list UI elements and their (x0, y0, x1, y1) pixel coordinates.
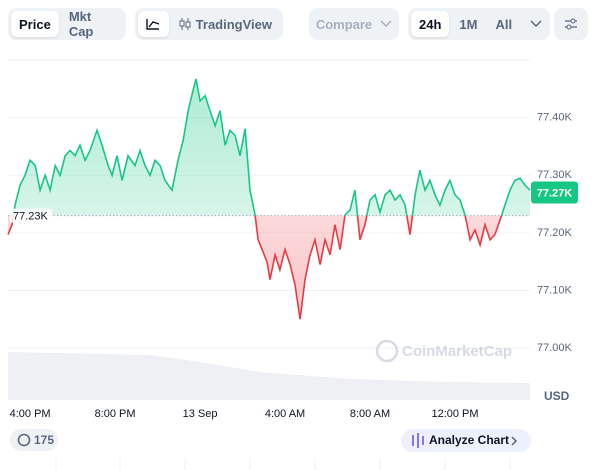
x-tick-label: 13 Sep (183, 408, 218, 420)
analyze-button[interactable] (401, 429, 531, 452)
compare-dropdown[interactable]: Compare (309, 8, 399, 40)
range-toggle: 24h 1M All (408, 8, 550, 40)
tradingview-label: TradingView (195, 16, 272, 32)
price-tab[interactable]: Price (11, 11, 59, 37)
watermark: CoinMarketCap (375, 339, 512, 363)
x-tick-label: 8:00 AM (350, 408, 390, 420)
y-tick-label: 77.10K (537, 284, 573, 296)
badge-count: 175 (34, 433, 54, 447)
range-all[interactable]: All (495, 16, 513, 32)
watermark-text: CoinMarketCap (402, 343, 512, 360)
mkt-cap-tab[interactable]: Mkt Cap (68, 9, 94, 39)
bottom-dividers (55, 458, 511, 470)
y-tick-label: 77.20K (537, 227, 573, 239)
y-tick-label: 77.40K (537, 112, 573, 124)
history-icon (17, 433, 31, 447)
tradingview-button[interactable]: TradingView (171, 11, 280, 37)
current-price-tag (531, 181, 578, 204)
y-unit: USD (544, 389, 570, 403)
compare-label: Compare (315, 16, 373, 32)
compare-chevron (380, 20, 392, 28)
analyze-label[interactable]: Analyze Chart (429, 433, 509, 447)
range-chevron (530, 20, 542, 28)
current-price-label: 77.27K (537, 187, 573, 199)
settings-button[interactable] (554, 8, 588, 40)
settings-icon (565, 18, 577, 30)
x-tick-label: 8:00 PM (95, 408, 136, 420)
y-tick-label: 77.30K (537, 169, 573, 181)
candle-icon (179, 18, 191, 30)
line-icon (146, 19, 160, 30)
chevron (511, 436, 518, 446)
range-24h[interactable]: 24h (411, 11, 450, 37)
baseline-label: 77.23K (13, 210, 49, 222)
analyze-icon (412, 433, 424, 448)
volume-area (8, 352, 530, 400)
x-tick-label: 12:00 PM (431, 408, 478, 420)
area-up (8, 79, 530, 216)
baseline-label-bg (10, 208, 52, 223)
x-tick-label: 4:00 AM (265, 408, 305, 420)
chart-type-toggle: TradingView (135, 8, 283, 40)
view-toggle: Price Mkt Cap (8, 8, 126, 40)
y-tick-label: 77.00K (537, 342, 573, 354)
range-1m[interactable]: 1M (459, 16, 478, 32)
x-tick-label: 4:00 PM (10, 408, 51, 420)
price-line-down (7, 215, 503, 320)
range-more[interactable] (522, 11, 550, 37)
price-line (12, 78, 531, 216)
line-chart-button[interactable] (138, 11, 169, 37)
